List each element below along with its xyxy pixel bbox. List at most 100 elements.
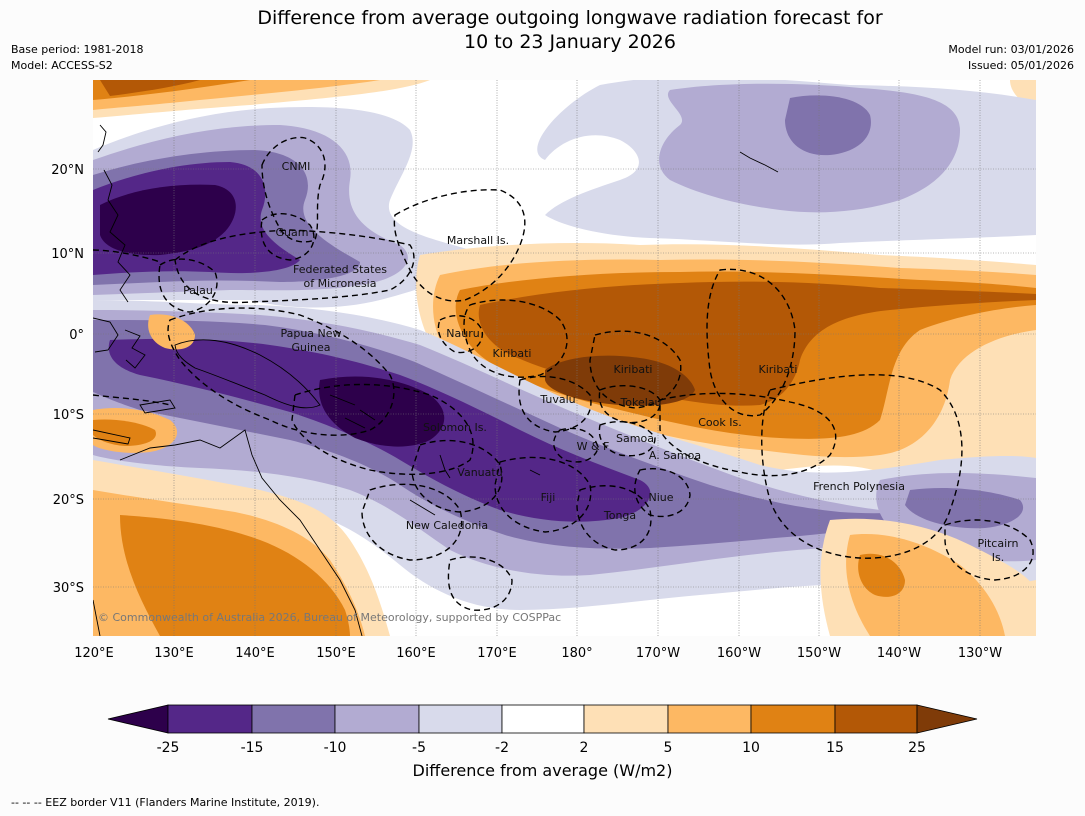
colorbar: -25 -15 -10 -5 -2 2 5 10 15 25 — [107, 704, 978, 756]
eez-vanuatu — [411, 439, 503, 513]
coast-java — [93, 429, 131, 445]
label-tuvalu: Tuvalu — [539, 393, 575, 406]
anom-spcz-negative-5 — [319, 376, 445, 447]
colorbar-tick: -25 — [157, 740, 180, 756]
colorbar-tick: 5 — [664, 740, 673, 756]
colorbar-arrow-high — [916, 704, 978, 734]
lat-label: 10°S — [53, 408, 84, 423]
colorbar-cell — [583, 704, 669, 734]
anom-aus-positive-3 — [120, 515, 350, 636]
colorbar-cell — [667, 704, 752, 734]
colorbar-cell — [167, 704, 253, 734]
anom-se-positive-3 — [858, 553, 905, 597]
colorbar-cell — [834, 704, 918, 734]
chart-title: Difference from average outgoing longwav… — [0, 6, 1085, 54]
label-kiribati-e: Kiribati — [759, 363, 798, 376]
copyright-notice: © Commonwealth of Australia 2026, Bureau… — [98, 611, 561, 624]
colorbar-tick: -10 — [324, 740, 347, 756]
label-pitcairn-2: Is. — [992, 551, 1004, 564]
eez-borders — [93, 136, 1034, 611]
lat-label: 20°S — [53, 493, 84, 508]
eez-nauru — [437, 314, 484, 354]
meta-right: Model run: 03/01/2026 Issued: 05/01/2026 — [948, 42, 1074, 74]
coast-hawaii — [739, 151, 779, 173]
lon-label: 140°W — [877, 646, 921, 661]
lon-label: 120°E — [74, 646, 114, 661]
lon-label: 170°W — [636, 646, 680, 661]
colorbar-cell — [334, 704, 420, 734]
anom-wp-negative-5 — [100, 184, 236, 256]
coast-sulawesi — [124, 329, 146, 369]
anom-north-negative-3 — [785, 95, 871, 156]
coast-new-caledonia — [409, 499, 436, 516]
eez-norfolk — [447, 556, 513, 611]
eez-niue — [634, 468, 691, 518]
coast-solomons — [329, 394, 376, 429]
colorbar-tick: 25 — [908, 740, 926, 756]
eez-kiribati-phoenix — [589, 330, 682, 409]
lon-axis: 120°E 130°E 140°E 150°E 160°E 170°E 180°… — [74, 646, 1002, 661]
label-palau: Palau — [183, 284, 213, 297]
eez-solomons — [291, 383, 474, 476]
label-niue: Niue — [648, 491, 673, 504]
colorbar-cell — [251, 704, 336, 734]
colorbar-tick: -5 — [412, 740, 426, 756]
colorbar-cell — [750, 704, 836, 734]
anom-indo-positive-2 — [93, 419, 156, 446]
label-french-polynesia: French Polynesia — [813, 480, 905, 493]
lon-label: 140°E — [235, 646, 275, 661]
label-tokelau: Tokelau — [619, 396, 661, 409]
coast-taiwan — [97, 124, 107, 153]
label-asamoa: A. Samoa — [649, 449, 701, 462]
eez-palau — [158, 258, 218, 313]
model-name: Model: ACCESS-S2 — [11, 59, 113, 72]
anom-ph-positive — [148, 314, 195, 350]
label-vanuatu: Vanuatu — [457, 466, 502, 479]
label-pitcairn-1: Pitcairn — [978, 537, 1019, 550]
label-cook: Cook Is. — [698, 416, 741, 429]
eez-cnmi — [261, 136, 326, 243]
eez-cook — [659, 392, 837, 477]
label-cnmi: CNMI — [282, 160, 311, 173]
anom-eq-positive-5 — [545, 355, 695, 406]
eez-samoa — [598, 421, 656, 457]
eez-guam — [260, 213, 315, 261]
lon-label: 160°W — [717, 646, 761, 661]
lat-label: 10°N — [51, 247, 84, 262]
title-line-2: 10 to 23 January 2026 — [464, 31, 676, 53]
coast-timor — [139, 399, 176, 414]
colorbar-cell — [501, 704, 585, 734]
eez-french-polynesia — [761, 374, 963, 559]
eez-tokelau — [598, 385, 661, 424]
label-fiji: Fiji — [541, 491, 556, 504]
map-svg-layer: CNMI Guam Marshall Is. Federated States … — [51, 80, 1036, 661]
coast-borneo — [93, 317, 119, 353]
label-marshall: Marshall Is. — [447, 234, 509, 247]
label-new-caledonia: New Caledonia — [406, 519, 488, 532]
colorbar-cell — [418, 704, 503, 734]
olr-anomaly-field — [93, 80, 1036, 636]
anom-nw-positive-4 — [100, 80, 200, 96]
label-guam: Guam — [276, 226, 309, 239]
coast-philippines — [103, 169, 131, 303]
coast-vanuatu — [439, 454, 451, 479]
lat-axis: 20°N 10°N 0° 10°S 20°S 30°S — [51, 163, 84, 596]
eez-tuvalu — [518, 375, 592, 433]
issued-date: Issued: 05/01/2026 — [967, 59, 1074, 72]
place-labels: CNMI Guam Marshall Is. Federated States … — [98, 160, 1018, 624]
label-nauru: Nauru — [446, 327, 479, 340]
lon-label: 150°E — [316, 646, 356, 661]
lon-label: 160°E — [396, 646, 436, 661]
title-line-1: Difference from average outgoing longwav… — [257, 7, 883, 29]
label-fsm-1: Federated States — [293, 263, 387, 276]
eez-tonga — [576, 485, 652, 551]
coast-fiji — [529, 469, 541, 476]
eez-fsm — [174, 229, 415, 304]
coast-australia — [93, 429, 363, 636]
eez-coastal — [93, 249, 171, 406]
coast-new-guinea — [174, 339, 321, 409]
colorbar-tick: 15 — [826, 740, 844, 756]
colorbar-tick: -15 — [241, 740, 264, 756]
coastlines — [93, 124, 779, 636]
lon-label: 180° — [561, 646, 592, 661]
